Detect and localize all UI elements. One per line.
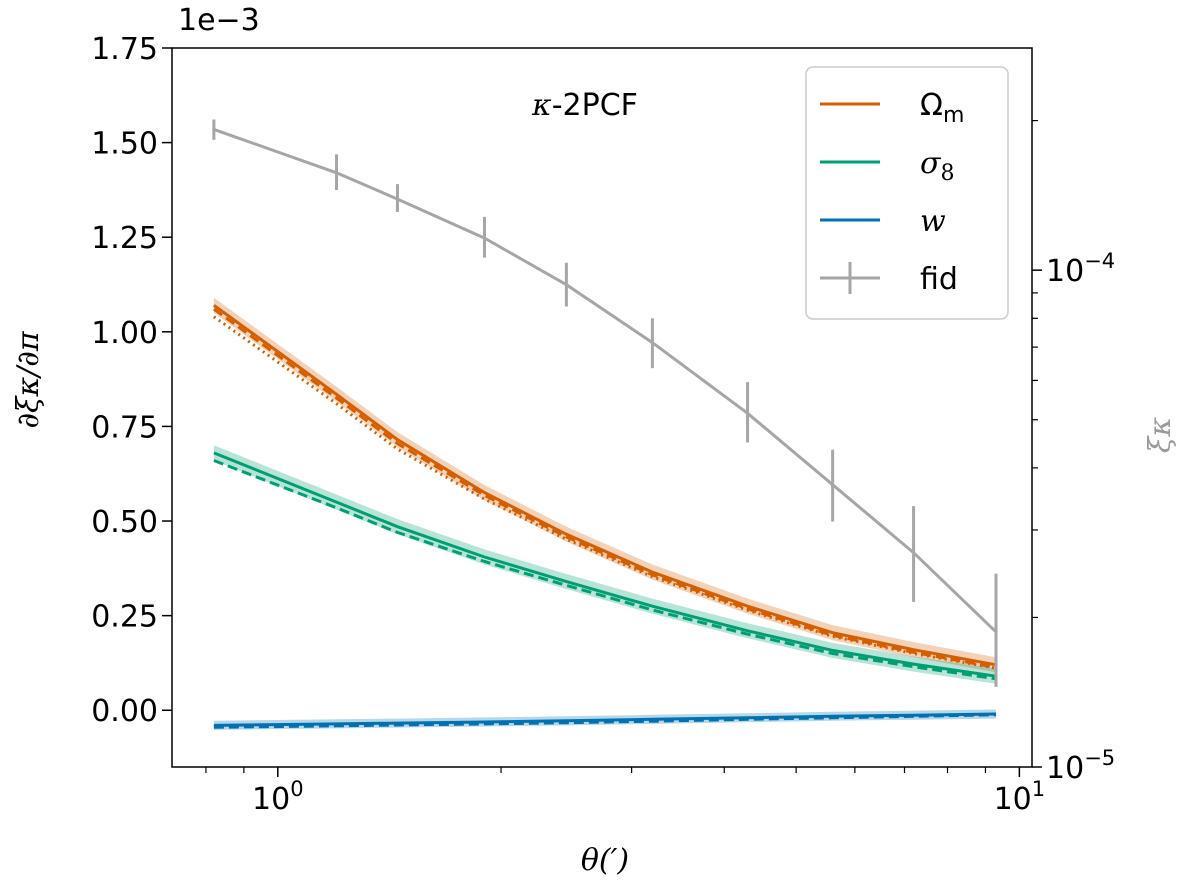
y-tick-label: 1.50 xyxy=(91,127,158,162)
series-line-solid xyxy=(213,451,997,678)
y-tick-label: 0.50 xyxy=(91,505,158,540)
plot-area xyxy=(212,119,998,730)
y-tick-label: 1.75 xyxy=(91,32,158,67)
x-tick-label: 100 xyxy=(252,777,304,817)
x-axis-title: θ(′) xyxy=(581,843,629,878)
y-tick-label: 0.25 xyxy=(91,600,158,635)
y-axis-title: ∂ξκ/∂π xyxy=(11,330,46,428)
series-line-solid xyxy=(213,304,997,667)
legend-label-subscript: m xyxy=(943,103,964,128)
legend-entry: Ωm xyxy=(820,88,964,128)
y-tick-label: 1.25 xyxy=(91,221,158,256)
series-line-dashed xyxy=(213,307,997,669)
y-tick-label: 0.00 xyxy=(91,694,158,729)
legend-entry: fid xyxy=(820,262,958,297)
series-fid xyxy=(212,119,998,687)
x-tick-exponent: 0 xyxy=(290,777,303,801)
legend-label-subscript: 8 xyxy=(940,161,954,186)
title-rest: -2PCF xyxy=(552,88,638,123)
legend-label: fid xyxy=(920,262,958,297)
fid-line xyxy=(213,127,998,633)
title-symbol: κ xyxy=(531,88,552,123)
series-line-dashed xyxy=(213,459,997,681)
plot-title: κ-2PCF xyxy=(531,88,638,123)
y-right-tick-exponent: −5 xyxy=(1084,746,1115,770)
y-right-tick-exponent: −4 xyxy=(1084,249,1115,273)
plot-frame xyxy=(171,47,1033,768)
y-tick-label: 0.75 xyxy=(91,410,158,445)
series-1 xyxy=(213,445,997,684)
y-scale-label: 1e−3 xyxy=(178,3,260,38)
series-band xyxy=(213,445,996,684)
x-tick-exponent: 1 xyxy=(1032,777,1045,801)
legend-entry: w xyxy=(820,204,946,239)
series-0 xyxy=(213,297,997,673)
legend-label: Ωm xyxy=(920,88,964,128)
y-tick-label: 1.00 xyxy=(91,316,158,351)
series-2 xyxy=(213,709,997,730)
x-tick-label: 101 xyxy=(994,777,1046,817)
legend-box xyxy=(805,66,1009,320)
series-line-dashed xyxy=(213,713,997,729)
y-right-axis-title: ξκ xyxy=(1143,417,1178,454)
y-right-tick-label: 10−5 xyxy=(1046,746,1115,786)
legend-label: w xyxy=(920,204,946,239)
series-line-solid xyxy=(213,712,997,727)
axes: 100 1010.000.250.500.751.001.251.501.7510… xyxy=(91,32,1115,817)
